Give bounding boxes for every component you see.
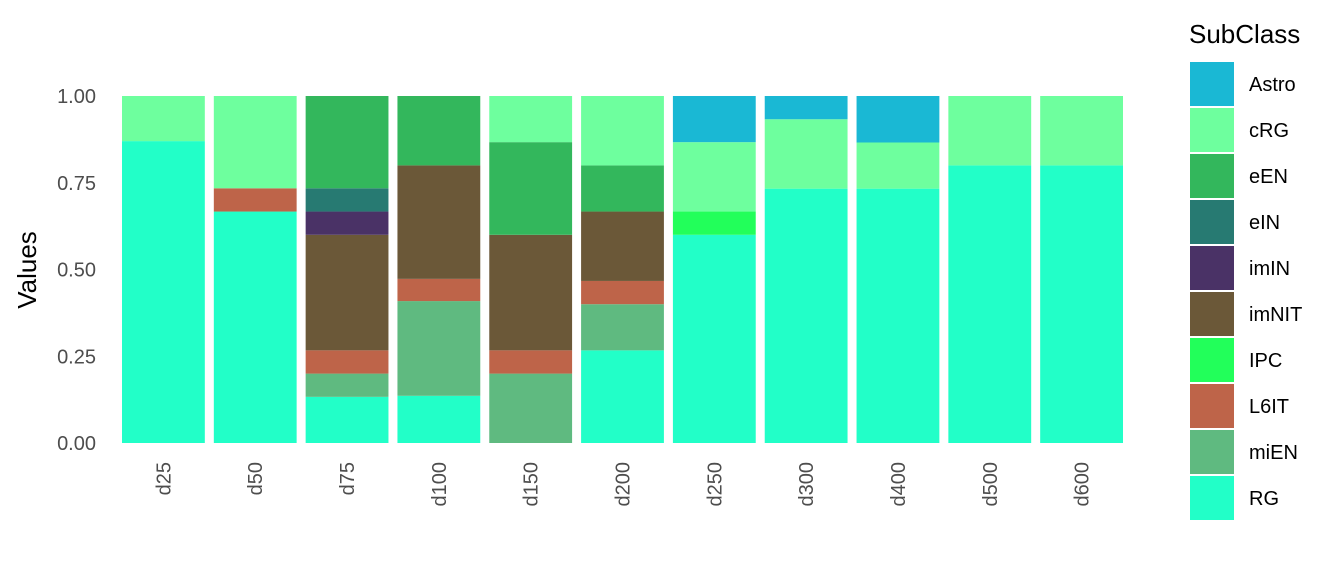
bar-segment-d100-L6IT — [397, 278, 481, 302]
x-tick-label: d200 — [613, 462, 635, 507]
legend-label-RG: RG — [1249, 488, 1279, 510]
bar-segment-d200-imNIT — [581, 211, 664, 281]
legend-swatch-RG — [1190, 476, 1234, 520]
legend-label-imNIT: imNIT — [1249, 304, 1302, 326]
y-axis-title: Values — [12, 231, 42, 309]
legend-swatch-IPC — [1190, 338, 1234, 382]
bar-segment-d150-eEN — [489, 142, 573, 235]
bar-segment-d600-RG — [1040, 165, 1123, 443]
bar-segment-d300-cRG — [764, 119, 848, 189]
bar-segment-d250-RG — [672, 234, 756, 443]
legend: SubClass Astro cRG eEN eIN imIN imNIT IPC L6IT m… — [1189, 19, 1302, 520]
legend-swatch-cRG — [1190, 108, 1234, 152]
bar-segment-d50-cRG — [213, 96, 297, 189]
bar-segment-d200-L6IT — [581, 280, 664, 305]
bar-segment-d250-Astro — [672, 96, 756, 143]
bar-segment-d75-eIN — [305, 188, 389, 212]
bar-segment-d100-miEN — [397, 301, 481, 396]
bar-segment-d200-cRG — [581, 96, 664, 166]
bar-segment-d150-imNIT — [489, 234, 573, 351]
x-tick-label: d300 — [796, 462, 818, 507]
x-tick-label: d600 — [1072, 462, 1094, 507]
bar-segment-d400-cRG — [856, 142, 940, 189]
y-tick-label: 0.50 — [57, 260, 96, 282]
y-tick-label: 0.25 — [57, 346, 96, 368]
x-tick-label: d25 — [153, 462, 175, 495]
x-tick-label: d250 — [704, 462, 726, 507]
legend-label-IPC: IPC — [1249, 350, 1282, 372]
x-tick-label: d400 — [888, 462, 910, 507]
bar-segment-d600-cRG — [1040, 96, 1123, 166]
x-tick-label: d50 — [245, 462, 267, 495]
bar-segment-d100-RG — [397, 395, 481, 443]
bar-segment-d50-RG — [213, 211, 297, 443]
legend-swatch-L6IT — [1190, 384, 1234, 428]
bar-segment-d500-RG — [948, 165, 1032, 443]
legend-swatch-eIN — [1190, 200, 1234, 244]
x-tick-label: d75 — [337, 462, 359, 495]
legend-label-eEN: eEN — [1249, 166, 1288, 188]
legend-swatch-eEN — [1190, 154, 1234, 198]
legend-label-miEN: miEN — [1249, 442, 1298, 464]
bar-segment-d150-miEN — [489, 373, 573, 443]
legend-label-cRG: cRG — [1249, 120, 1289, 142]
bar-segment-d200-miEN — [581, 304, 664, 351]
y-tick-label: 1.00 — [57, 86, 96, 108]
bar-segment-d150-cRG — [489, 96, 573, 143]
bar-segment-d100-imNIT — [397, 165, 481, 279]
bar-segment-d25-cRG — [122, 96, 205, 142]
y-axis: 0.00 0.25 0.50 0.75 1.00 — [57, 86, 96, 455]
bar-segment-d400-Astro — [856, 96, 940, 143]
bar-segment-d50-L6IT — [213, 188, 297, 212]
y-tick-label: 0.00 — [57, 433, 96, 455]
bar-segment-d75-RG — [305, 396, 389, 443]
legend-swatch-Astro — [1190, 62, 1234, 106]
bar-segment-d300-Astro — [764, 96, 848, 120]
bar-segment-d400-RG — [856, 188, 940, 443]
x-tick-label: d100 — [429, 462, 451, 507]
bar-segment-d75-imNIT — [305, 234, 389, 351]
bars-layer — [122, 96, 1123, 444]
bar-segment-d75-miEN — [305, 373, 389, 397]
bar-segment-d75-eEN — [305, 96, 389, 189]
bar-segment-d200-RG — [581, 350, 664, 443]
x-axis: d25 d50 d75 d100 d150 d200 d250 d300 d400 d500 d60… — [153, 462, 1093, 507]
x-tick-label: d150 — [521, 462, 543, 507]
legend-label-L6IT: L6IT — [1249, 396, 1289, 418]
legend-title: SubClass — [1189, 19, 1300, 49]
bar-segment-d500-cRG — [948, 96, 1032, 166]
bar-segment-d100-eEN — [397, 96, 481, 166]
x-tick-label: d500 — [980, 462, 1002, 507]
legend-label-eIN: eIN — [1249, 212, 1280, 234]
legend-swatch-imNIT — [1190, 292, 1234, 336]
legend-label-imIN: imIN — [1249, 258, 1290, 280]
bar-segment-d300-RG — [764, 188, 848, 443]
legend-swatch-miEN — [1190, 430, 1234, 474]
bar-segment-d150-L6IT — [489, 350, 573, 374]
legend-label-Astro: Astro — [1249, 74, 1296, 96]
bar-segment-d25-RG — [122, 141, 205, 444]
bar-segment-d250-cRG — [672, 142, 756, 212]
y-tick-label: 0.75 — [57, 173, 96, 195]
bar-segment-d75-imIN — [305, 211, 389, 235]
legend-swatch-imIN — [1190, 246, 1234, 290]
bar-segment-d200-eEN — [581, 165, 664, 212]
bar-segment-d75-L6IT — [305, 350, 389, 374]
bar-segment-d250-IPC — [672, 211, 756, 235]
